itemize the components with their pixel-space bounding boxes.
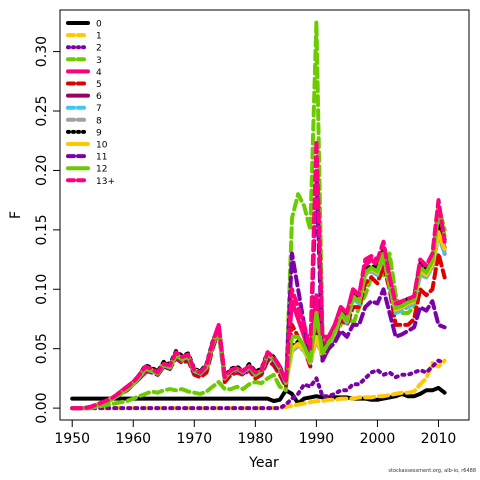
x-tick-label: 2010 [421, 431, 457, 447]
x-tick-label: 2000 [360, 431, 396, 447]
x-tick-label: 1990 [299, 431, 335, 447]
x-tick-label: 1980 [238, 431, 274, 447]
legend-label-2: 2 [96, 44, 102, 54]
legend-label-3: 3 [96, 56, 102, 66]
x-tick-label: 1970 [176, 431, 212, 447]
x-axis: 1950 1960 1970 1980 1990 2000 2010 [54, 419, 457, 447]
credit-note: stockassessment.org, alb-io, r6488 [388, 468, 476, 474]
legend-label-8: 8 [96, 116, 102, 126]
legend-label-12: 12 [96, 165, 107, 175]
legend-label-9: 9 [96, 128, 102, 138]
legend-label-7: 7 [96, 104, 102, 114]
x-axis-label: Year [248, 455, 279, 471]
legend-label-10: 10 [96, 141, 108, 151]
legend-label-11: 11 [96, 153, 107, 163]
y-tick-label: 0.20 [34, 155, 50, 186]
y-axis-label: F [8, 211, 24, 219]
legend-label-6: 6 [96, 92, 102, 102]
y-tick-label: 0.10 [34, 274, 50, 305]
legend-label-13: 13+ [96, 177, 115, 187]
y-tick-label: 0.00 [34, 393, 50, 424]
y-tick-label: 0.30 [34, 36, 50, 67]
series-line-3 [70, 19, 447, 411]
series-line-13 [70, 138, 447, 411]
x-tick-label: 1960 [115, 431, 151, 447]
y-tick-label: 0.25 [34, 95, 50, 126]
series-layer [70, 19, 447, 411]
legend-label-0: 0 [96, 20, 102, 30]
y-tick-label: 0.05 [34, 333, 50, 364]
x-tick-label: 1950 [54, 431, 90, 447]
legend-label-1: 1 [96, 32, 102, 42]
legend-label-5: 5 [96, 80, 102, 90]
series-line-2 [70, 358, 447, 411]
y-axis: 0.00 0.05 0.10 0.15 0.20 0.25 0.30 [34, 36, 61, 424]
legend-label-4: 4 [96, 68, 102, 78]
y-tick-label: 0.15 [34, 214, 50, 245]
